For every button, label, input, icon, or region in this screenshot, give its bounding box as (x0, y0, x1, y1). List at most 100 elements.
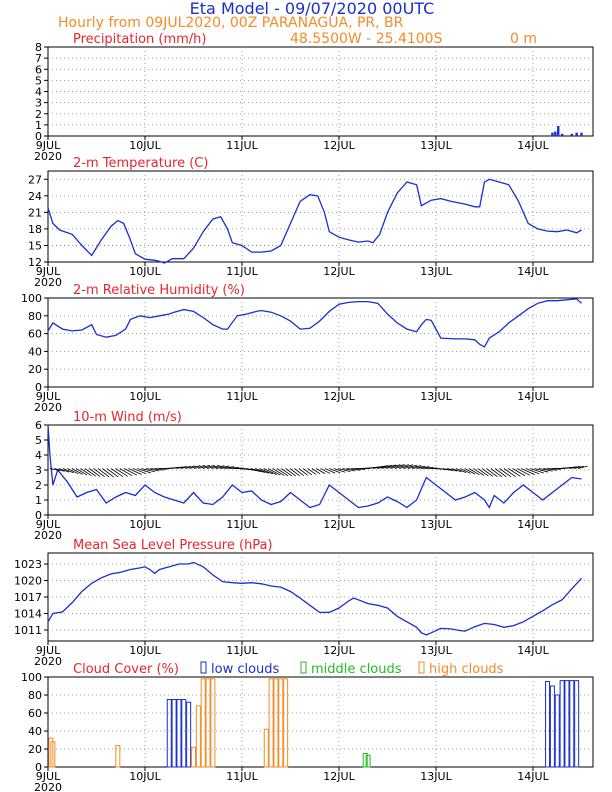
x-tick-label: 12JUL (323, 644, 355, 657)
x-tick-label: 13JUL (420, 265, 452, 278)
y-tick-label: 3 (35, 464, 42, 477)
wind-vector (394, 464, 409, 469)
y-tick-label: 24 (28, 190, 42, 203)
x-tick-label: 12JUL (323, 390, 355, 403)
cloud-bar-low (549, 685, 555, 768)
wind-vector (281, 468, 293, 477)
wind-vector (337, 468, 351, 473)
x-tick-label: 14JUL (517, 139, 549, 152)
wind-vector (460, 468, 471, 474)
y-tick-label: 12 (28, 256, 42, 269)
cloud-bar-low (545, 681, 551, 768)
y-tick-label: 40 (28, 345, 42, 358)
wind-vector (508, 468, 521, 477)
wind-arrows (49, 464, 588, 478)
wind-vector (71, 468, 83, 475)
wind-vector (49, 468, 60, 471)
wind-vector (447, 468, 458, 472)
wind-vector (294, 468, 304, 476)
wind-vector (110, 468, 124, 478)
wind-vector (403, 464, 418, 469)
wind-vector (176, 466, 187, 469)
panel-temp: 2-m Temperature (C) 12 15 18 21 24 27 9JUL 10JUL… (28, 156, 594, 289)
precip-bar (554, 131, 557, 136)
wind-vector (141, 468, 156, 473)
wind-vector (272, 468, 285, 476)
legend-middle-swatch (300, 661, 307, 674)
wind-vector (220, 466, 235, 469)
wind-vector (420, 466, 434, 469)
y-tick-label: 15 (28, 239, 42, 252)
wind-vector (451, 468, 462, 473)
x-year-label: 2020 (34, 150, 62, 163)
x-tick-label: 13JUL (420, 390, 452, 403)
wind-vector (412, 465, 426, 469)
x-tick-label: 9JUL (36, 265, 61, 278)
wind-vector (547, 468, 561, 470)
panel-title-mslp: Mean Sea Level Pressure (hPa) (73, 538, 273, 553)
wind-vector (346, 468, 361, 471)
wind-vector (115, 468, 128, 477)
cloud-bar-low (559, 680, 565, 768)
x-tick-label: 11JUL (226, 518, 258, 531)
cloud-bar-low (186, 701, 192, 768)
wind-vector (316, 468, 326, 474)
wind-vector (123, 468, 138, 476)
x-tick-label: 11JUL (226, 770, 258, 783)
wind-vector (84, 468, 97, 477)
wind-vector (180, 465, 191, 469)
x-year-label: 2020 (34, 529, 62, 542)
wind-vector (185, 465, 196, 469)
wind-vector (381, 464, 397, 469)
x-tick-label: 10JUL (129, 770, 161, 783)
x-tick-label: 11JUL (226, 139, 258, 152)
wind-vector (198, 464, 210, 469)
precip-bar (575, 132, 578, 136)
y-tick-label: 20 (28, 363, 42, 376)
wind-vector (106, 468, 119, 478)
wind-vector (54, 468, 65, 472)
y-tick-label: 4 (35, 449, 42, 462)
wind-vector (490, 468, 503, 478)
x-tick-label: 10JUL (129, 518, 161, 531)
wind-vector (263, 468, 277, 476)
wind-vector (97, 468, 110, 478)
wind-vector (250, 468, 266, 473)
x-tick-label: 14JUL (517, 644, 549, 657)
wind-vector (564, 466, 577, 469)
y-tick-label: 2 (35, 479, 42, 492)
cloud-bar-low (564, 680, 570, 768)
wind-vector (455, 468, 467, 474)
wind-vector (512, 468, 526, 477)
panel-frame (47, 297, 594, 388)
x-tick-label: 11JUL (226, 390, 258, 403)
x-tick-label: 9JUL (36, 390, 61, 403)
y-tick-label: 1017 (14, 591, 42, 604)
wind-vector (132, 468, 147, 475)
wind-vector (464, 468, 476, 475)
chart-title: Eta Model - 09/07/2020 00UTC (190, 0, 435, 18)
panel-rh: 2-m Relative Humidity (%) 0 20 40 60 80 100 9JU… (21, 283, 594, 414)
wind-vector (75, 468, 88, 476)
y-tick-label: 4 (35, 86, 42, 99)
location-coords: 48.5500W - 25.4100S (290, 31, 443, 47)
x-tick-label: 13JUL (420, 518, 452, 531)
x-tick-label: 14JUL (517, 265, 549, 278)
wind-vector (215, 465, 230, 469)
cloud-bar-high (278, 678, 284, 768)
x-tick-label: 11JUL (226, 265, 258, 278)
wind-vector (193, 465, 206, 469)
station-elevation: 0 m (510, 31, 537, 47)
wind-vector (289, 468, 300, 477)
wind-vector (477, 468, 489, 477)
x-tick-label: 12JUL (323, 770, 355, 783)
cloud-bar-low (569, 680, 575, 768)
wind-vector (416, 466, 430, 469)
x-year-label: 2020 (34, 401, 62, 414)
temp-line (47, 178, 582, 264)
wind-vector (543, 468, 557, 471)
panel-title-temp: 2-m Temperature (C) (73, 156, 208, 171)
wind-vector (285, 468, 296, 477)
cloud-bar-low (554, 694, 560, 768)
wind-vector (62, 468, 74, 474)
